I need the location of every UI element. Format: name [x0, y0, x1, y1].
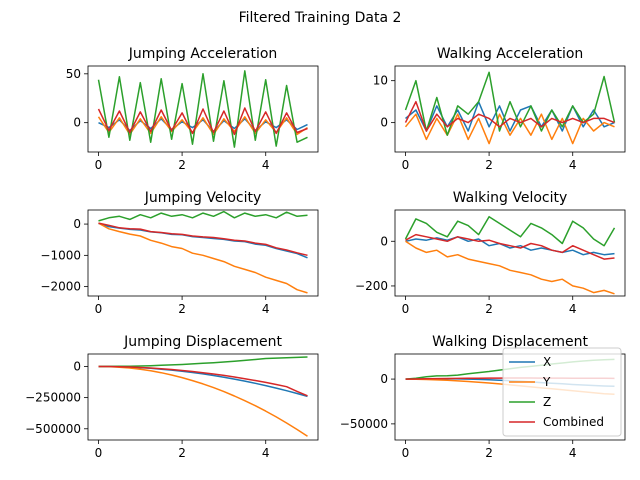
x-tick-label: 4 [569, 158, 577, 172]
series-line-y [98, 222, 308, 294]
y-tick-label: −250000 [25, 391, 81, 405]
x-tick-label: 0 [95, 446, 103, 460]
x-tick-label: 2 [178, 302, 186, 316]
legend-label: X [543, 355, 551, 369]
x-tick-label: 0 [95, 302, 103, 316]
axes-frame [394, 209, 626, 297]
panel-title: Walking Acceleration [437, 46, 584, 62]
axes-frame [87, 353, 319, 441]
panel-title: Jumping Acceleration [128, 46, 278, 62]
series-line-x [98, 118, 308, 133]
x-tick-label: 0 [402, 446, 410, 460]
x-tick-label: 4 [569, 302, 577, 316]
series-line-combined [98, 365, 308, 397]
x-tick-label: 0 [95, 158, 103, 172]
y-tick-label: 0 [380, 372, 388, 386]
legend: XYZ Combined [502, 347, 622, 437]
y-tick-label: −200 [355, 279, 388, 293]
series-line-z [97, 70, 308, 148]
series-group [98, 356, 308, 437]
x-tick-label: 4 [569, 446, 577, 460]
panel-title: Walking Displacement [432, 334, 588, 350]
series-line-combined [97, 107, 308, 136]
legend-label: Z [543, 395, 551, 409]
series-line-y [98, 365, 308, 437]
series-line-combined [98, 222, 308, 257]
y-tick-label: 0 [73, 116, 81, 130]
figure-suptitle: Filtered Training Data 2 [239, 10, 402, 26]
x-tick-label: 4 [262, 302, 270, 316]
x-tick-label: 2 [178, 446, 186, 460]
y-tick-label: −500000 [25, 422, 81, 436]
y-tick-label: −1000 [40, 248, 81, 262]
series-line-z [404, 71, 616, 136]
y-tick-label: −2000 [40, 280, 81, 294]
series-line-x [98, 365, 308, 398]
series-line-combined [404, 100, 615, 132]
x-tick-label: 4 [262, 158, 270, 172]
y-tick-label: 0 [380, 234, 388, 248]
x-tick-label: 0 [402, 158, 410, 172]
series-line-x [405, 100, 615, 132]
series-group [97, 70, 308, 148]
series-line-y [404, 113, 615, 145]
panel-3: Jumping Velocity 0 2 4 0 −1000 −2000 [40, 190, 319, 316]
legend-label: Y [542, 375, 551, 389]
x-tick-label: 2 [178, 158, 186, 172]
series-line-z [404, 215, 616, 247]
legend-box [502, 347, 622, 437]
y-tick-label: 50 [66, 67, 81, 81]
series-group [98, 210, 308, 294]
x-tick-label: 0 [402, 302, 410, 316]
series-line-z [98, 210, 308, 222]
axes-frame [394, 65, 626, 153]
x-tick-label: 2 [485, 446, 493, 460]
series-line-combined [405, 233, 615, 260]
panel-1: Jumping Acceleration 0 2 4 0 50 [66, 46, 319, 172]
series-line-z [98, 356, 308, 368]
panel-6: Walking Displacement 0 2 4 0 −50000 XYZ Combine… [340, 334, 626, 460]
panel-2: Walking Acceleration 0 2 4 0 10 [373, 46, 626, 172]
panel-5: Jumping Displacement 0 2 4 0 −250000 −500000 [25, 334, 319, 460]
x-tick-label: 2 [485, 302, 493, 316]
x-tick-label: 4 [262, 446, 270, 460]
panel-title: Jumping Velocity [144, 190, 262, 206]
axes-frame [87, 209, 319, 297]
y-tick-label: 10 [373, 74, 388, 88]
y-tick-label: 0 [73, 359, 81, 373]
series-group [404, 71, 616, 145]
y-tick-label: 0 [73, 217, 81, 231]
series-group [404, 215, 616, 295]
series-line-x [405, 236, 615, 256]
y-tick-label: 0 [380, 116, 388, 130]
axes-frame [87, 65, 319, 153]
legend-label: Combined [543, 415, 604, 429]
series-line-y [405, 240, 615, 295]
y-tick-label: −50000 [340, 417, 388, 431]
panel-title: Jumping Displacement [123, 334, 282, 350]
panel-title: Walking Velocity [453, 190, 568, 206]
x-tick-label: 2 [485, 158, 493, 172]
panel-4: Walking Velocity 0 2 4 0 −200 [355, 190, 626, 316]
